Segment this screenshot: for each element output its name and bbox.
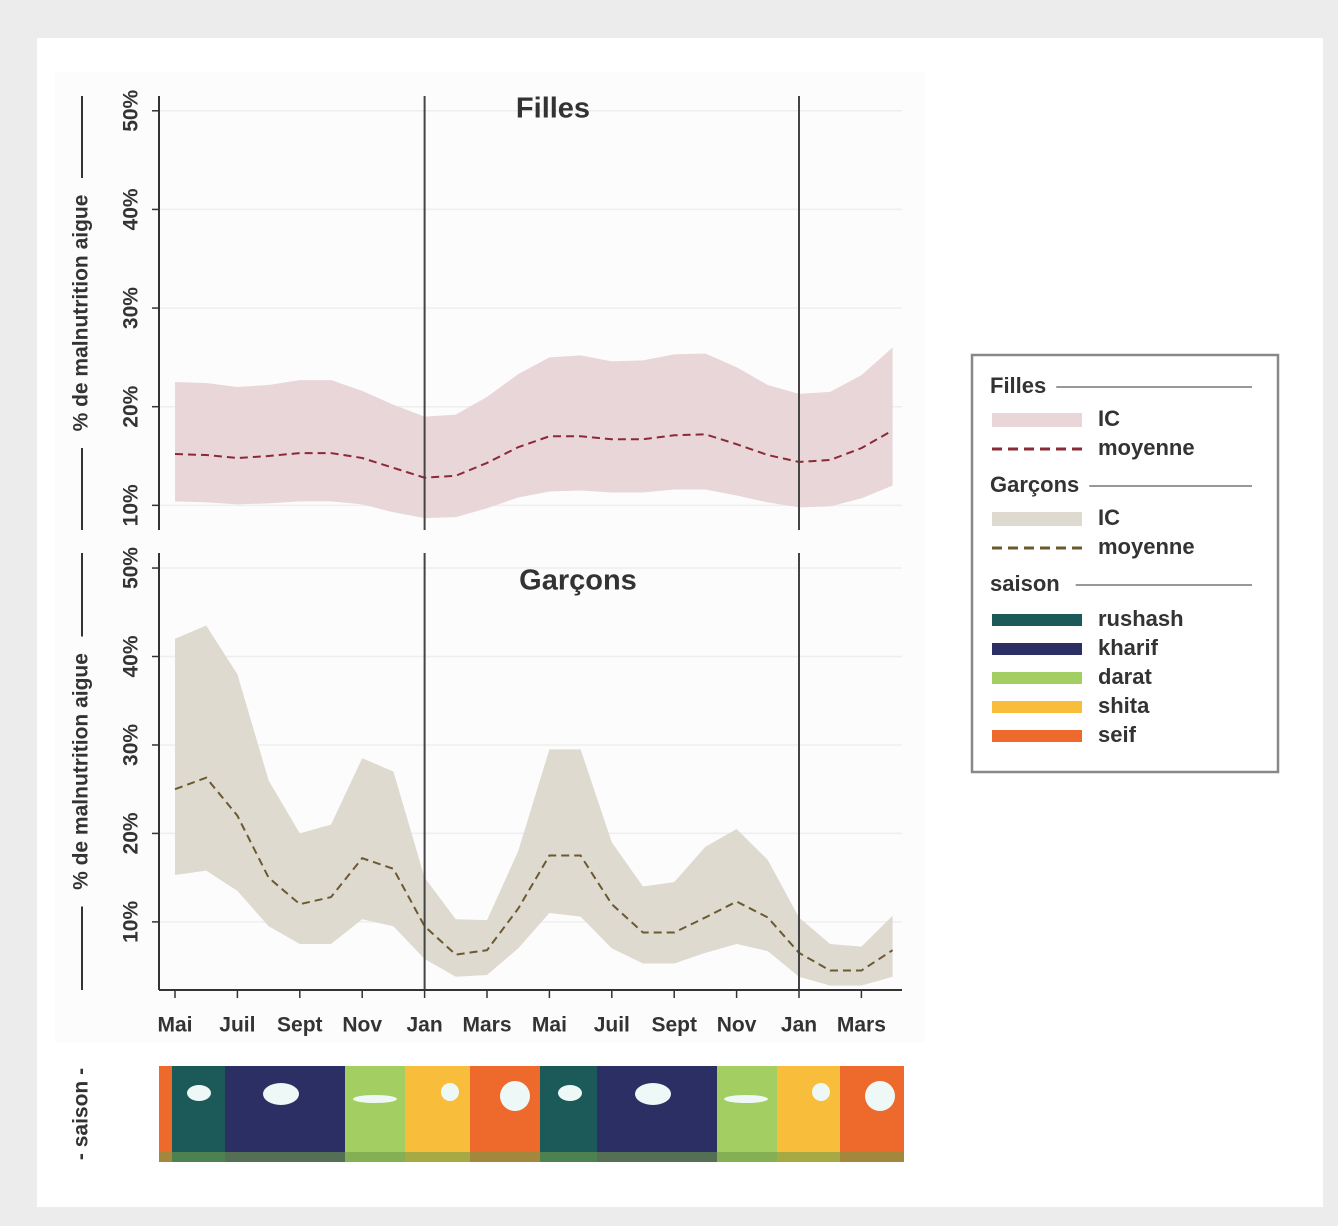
legend-label: moyenne <box>1098 435 1195 460</box>
x-tick-label: Sept <box>651 1014 697 1037</box>
panel-title: Garçons <box>519 565 637 597</box>
legend-group-title: saison <box>990 571 1060 596</box>
y-axis-label: % de malnutrition aigue <box>70 653 93 890</box>
y-tick-label: 50% <box>120 547 143 589</box>
x-tick-label: Nov <box>342 1014 382 1037</box>
legend-swatch <box>992 701 1082 713</box>
y-tick-label: 20% <box>120 385 143 427</box>
legend-label: seif <box>1098 722 1137 747</box>
legend-swatch <box>992 512 1082 526</box>
x-tick-label: Juil <box>594 1014 630 1037</box>
legend-label: IC <box>1098 505 1120 530</box>
x-tick-label: Mars <box>462 1014 511 1037</box>
y-tick-label: 20% <box>120 812 143 854</box>
y-tick-label: 40% <box>120 635 143 677</box>
x-tick-label: Mars <box>837 1014 886 1037</box>
strip-label: - saison - <box>70 1068 93 1160</box>
legend-label: IC <box>1098 406 1120 431</box>
legend-label: shita <box>1098 693 1150 718</box>
y-tick-label: 30% <box>120 724 143 766</box>
x-tick-label: Nov <box>717 1014 757 1037</box>
legend-group-title: Garçons <box>990 472 1079 497</box>
legend-group-title: Filles <box>990 373 1046 398</box>
y-tick-label: 40% <box>120 188 143 230</box>
x-tick-label: Juil <box>219 1014 255 1037</box>
x-tick-label: Sept <box>277 1014 323 1037</box>
x-tick-label: Jan <box>407 1014 443 1037</box>
legend-swatch <box>992 413 1082 427</box>
y-tick-label: 10% <box>120 901 143 943</box>
y-tick-label: 50% <box>120 89 143 131</box>
season-strip <box>159 1066 904 1162</box>
y-tick-label: 30% <box>120 287 143 329</box>
x-tick-label: Mai <box>532 1014 567 1037</box>
legend-label: darat <box>1098 664 1152 689</box>
legend-label: kharif <box>1098 635 1159 660</box>
legend-swatch <box>992 672 1082 684</box>
y-axis-label: % de malnutrition aigue <box>70 195 93 432</box>
legend-swatch <box>992 614 1082 626</box>
x-tick-label: Mai <box>157 1014 192 1037</box>
legend-swatch <box>992 643 1082 655</box>
x-tick-label: Jan <box>781 1014 817 1037</box>
legend-swatch <box>992 730 1082 742</box>
panel-title: Filles <box>516 93 590 125</box>
legend-label: moyenne <box>1098 534 1195 559</box>
plot-background <box>55 72 925 1042</box>
legend-label: rushash <box>1098 606 1184 631</box>
y-tick-label: 10% <box>120 484 143 526</box>
page: - saison - 10% 20% 30% 40% 50% Filles % de mal… <box>0 0 1338 1226</box>
